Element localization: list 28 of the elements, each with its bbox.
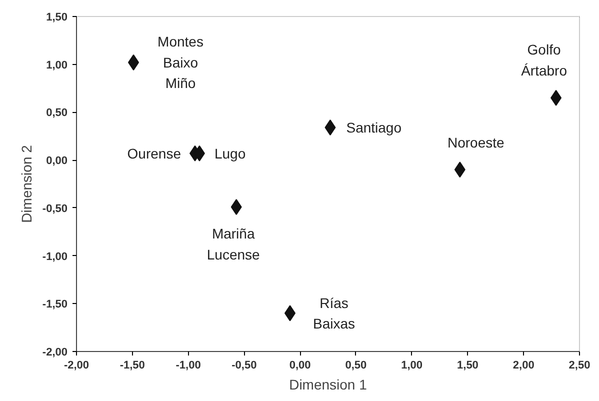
y-tick-label: 0,50	[46, 107, 68, 120]
annotation: Ourense	[127, 145, 182, 162]
x-tick-label: 0,50	[345, 360, 367, 372]
annotation: Golfo Ártabro	[521, 41, 568, 78]
y-tick-label: 0,00	[46, 155, 68, 168]
y-tick-label: -1,00	[42, 250, 68, 263]
x-axis-title: Dimension 1	[289, 376, 368, 392]
x-tick-label: -2,00	[64, 360, 90, 372]
x-tick-label: 2,50	[568, 360, 590, 372]
y-tick-label: -1,50	[42, 298, 68, 311]
x-tick-label: 0,00	[289, 360, 311, 372]
x-tick-label: -1,50	[120, 360, 145, 372]
annotation: Rías Baixas	[312, 294, 356, 332]
y-axis-title: Dimension 2	[18, 144, 34, 223]
annotation: Noroeste	[447, 134, 505, 151]
annotation: Mariña Lucense	[206, 226, 260, 262]
x-tick-label: 1,50	[457, 360, 478, 372]
y-tick-label: -2,00	[42, 346, 68, 358]
y-tick-label: -0,50	[42, 202, 68, 215]
annotation: Montes Baixo Miño	[158, 34, 204, 92]
x-tick-label: 1,00	[401, 360, 423, 372]
x-tick-label: -0,50	[232, 360, 257, 372]
annotation: Lugo	[214, 145, 246, 162]
y-tick-label: 1,00	[46, 59, 68, 72]
y-tick-label: 1,50	[46, 12, 68, 24]
x-tick-label: 2,00	[512, 360, 534, 372]
annotation: Santiago	[346, 120, 402, 136]
x-tick-label: -1,00	[176, 360, 201, 372]
